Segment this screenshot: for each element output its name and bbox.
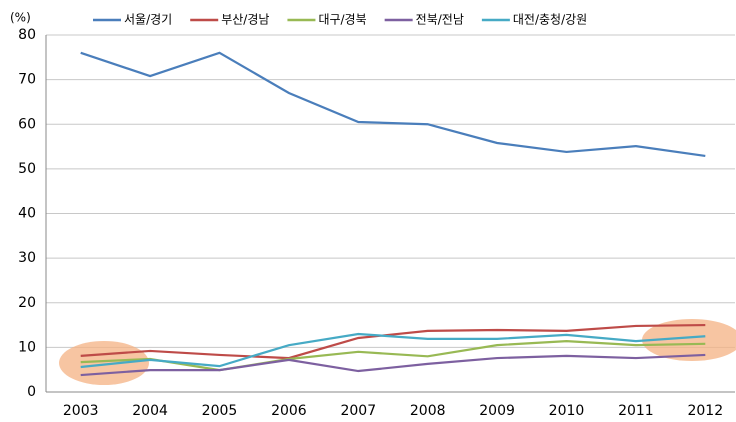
x-tick-label: 2008 — [410, 403, 446, 419]
x-tick-label: 2003 — [63, 403, 99, 419]
x-tick-label: 2005 — [202, 403, 238, 419]
x-tick-label: 2010 — [549, 403, 585, 419]
y-tick-label: 60 — [18, 116, 36, 132]
x-tick-label: 2006 — [271, 403, 307, 419]
legend-label: 대전/충청/강원 — [513, 13, 587, 27]
legend-label: 부산/경남 — [221, 13, 269, 27]
line-series — [80, 323, 706, 360]
x-tick-label: 2004 — [132, 403, 168, 419]
y-tick-label: 30 — [18, 250, 36, 266]
x-tick-label: 2012 — [687, 403, 723, 419]
y-tick-label: 10 — [18, 339, 36, 355]
y-tick-label: 50 — [18, 161, 36, 177]
y-tick-label: 20 — [18, 295, 36, 311]
highlight — [59, 341, 149, 385]
y-tick-label: 0 — [27, 384, 36, 400]
x-tick-label: 2009 — [479, 403, 515, 419]
y-tick-label: 70 — [18, 72, 36, 88]
y-tick-label: 80 — [18, 27, 36, 43]
x-tick-label: 2011 — [618, 403, 654, 419]
y-tick-label: 40 — [18, 206, 36, 222]
line-series — [80, 340, 706, 372]
line-series — [80, 51, 706, 158]
x-tick-label: 2007 — [340, 403, 376, 419]
line-series — [80, 353, 706, 377]
legend-label: 전북/전남 — [416, 13, 464, 27]
legend-label: 대구/경북 — [318, 13, 366, 27]
y-axis-label: (%) — [10, 11, 31, 25]
line-series — [80, 332, 706, 369]
legend-label: 서울/경기 — [124, 13, 172, 27]
highlight — [642, 319, 736, 361]
